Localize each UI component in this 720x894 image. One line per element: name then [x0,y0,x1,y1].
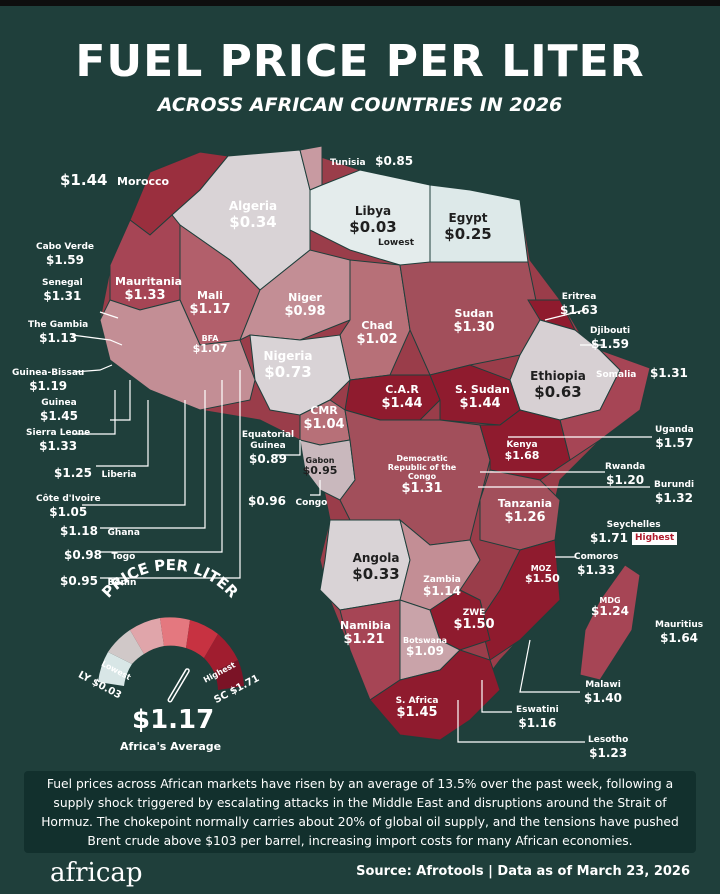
label-cameroon: CMR $1.04 [303,404,345,432]
label-equatorial-guinea: Equatorial Guinea $0.89 [241,430,295,466]
label-bfa: BFA $1.07 [192,334,228,356]
gauge-segment-3 [130,618,164,654]
description-text: Fuel prices across African markets have … [24,771,696,853]
label-uganda: Uganda $1.57 [655,425,694,450]
label-cabo-verde: Cabo Verde $1.59 [36,242,94,267]
label-zimbabwe: ZWE $1.50 [453,608,495,633]
label-namibia: Namibia $1.21 [340,619,391,647]
label-burundi: Burundi $1.32 [654,480,695,505]
label-eritrea: Eritrea $1.63 [560,292,598,317]
label-mozambique: MOZ $1.50 [525,564,560,586]
label-guinea: Guinea $1.45 [40,398,78,423]
leader-lines [71,309,652,743]
gauge-segment-4 [160,617,190,648]
label-mauritania: Mauritania $1.33 [115,275,183,303]
gauge-segment-5 [186,620,218,658]
label-lesotho: Lesotho $1.23 [588,735,629,760]
label-senegal: Senegal $1.31 [42,278,83,303]
label-libya: Libya $0.03 Lowest [349,204,414,249]
label-sudan: Sudan $1.30 [453,307,495,335]
label-ethiopia: Ethiopia $0.63 [530,369,586,401]
label-sierra-leone: Sierra Leone $1.33 [26,428,91,453]
gauge-segment-7 [214,660,244,690]
label-angola: Angola $0.33 [352,551,400,583]
highest-badge: Highest [631,531,678,545]
region-mozambique [479,539,561,661]
region-niger [239,249,351,342]
label-gambia: The Gambia $1.13 [28,320,89,345]
label-car: C.A.R $1.44 [381,383,423,411]
label-seychelles: Seychelles $1.71 Highest [590,520,678,545]
label-liberia: $1.25 Liberia [54,466,137,480]
region-madagascar [579,564,641,681]
label-djibouti: Djibouti $1.59 [590,326,631,351]
label-comoros: Comoros $1.33 [574,552,619,577]
label-egypt: Egypt $0.25 [444,211,492,243]
label-drc: Democratic Republic of the Congo $1.31 [387,454,457,496]
africa-average-value: $1.17 [132,705,215,735]
label-mali: Mali $1.17 [189,289,231,317]
label-togo: $0.98 Togo [64,548,136,562]
page-subtitle: ACROSS AFRICAN COUNTRIES IN 2026 [157,94,563,116]
label-guinea-bissau: Guinea-Bissau $1.19 [12,368,85,393]
gauge-needle-core [169,669,189,701]
label-nigeria: Nigeria $0.73 [263,349,313,381]
label-congo: $0.96 Congo [248,494,328,508]
label-tanzania: Tanzania $1.26 [497,497,553,525]
label-morocco: $1.44 Morocco [60,171,170,189]
label-kenya: Kenya $1.68 [504,440,540,463]
region-namibia [339,599,401,701]
label-somalia: Somalia $1.31 [596,366,688,380]
gauge-segment-6 [204,634,238,672]
label-botswana: Botswana $1.09 [402,636,448,659]
label-mauritius: Mauritius $1.64 [655,620,704,645]
label-algeria: Algeria $0.34 [228,199,278,231]
label-tunisia: Tunisia $0.85 [330,154,414,168]
region-south-africa [369,649,501,741]
label-chad: Chad $1.02 [356,319,398,347]
label-madagascar: MDG $1.24 [591,596,629,619]
source-line: Source: Afrotools | Data as of March 23,… [356,864,690,879]
price-gauge [98,617,244,703]
label-south-africa: S. Africa $1.45 [395,696,439,721]
page-title: FUEL PRICE PER LITER [75,36,645,87]
label-malawi: Malawi $1.40 [584,680,622,705]
label-benin: $0.95 Benin [60,574,137,588]
label-rwanda: Rwanda $1.20 [605,462,646,487]
gauge-segment-2 [108,630,144,664]
gauge-segment-1 [98,652,132,686]
label-zambia: Zambia $1.14 [423,575,461,599]
region-egypt [429,184,529,263]
africap-logo: africap [50,858,143,888]
africa-average-label: Africa's Average [120,740,222,753]
top-border [0,0,720,6]
label-cote-divoire: Côte d'Ivoire $1.05 [36,494,101,519]
label-niger: Niger $0.98 [284,291,326,319]
label-ghana: $1.18 Ghana [60,524,140,538]
label-south-sudan: S. Sudan $1.44 [455,383,510,411]
region-west-coast [99,299,256,411]
label-gabon: Gabon $0.95 [302,456,338,478]
label-eswatini: Eswatini $1.16 [516,705,559,730]
region-kenya [479,409,571,481]
